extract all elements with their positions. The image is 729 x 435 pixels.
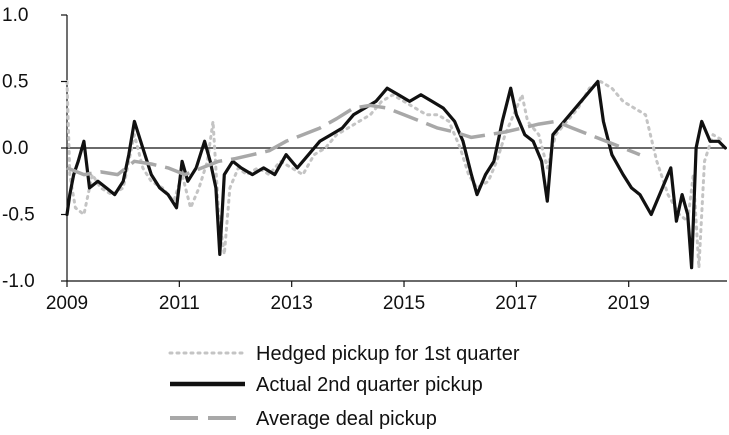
series-line-0 (65, 80, 726, 270)
x-tick-label: 2015 (383, 293, 425, 314)
legend: Hedged pickup for 1st quarter Actual 2nd… (168, 343, 520, 430)
legend-label-average: Average deal pickup (256, 408, 437, 430)
x-tick-label: 2019 (608, 293, 650, 314)
legend-item-actual: Actual 2nd quarter pickup (170, 374, 483, 396)
y-tick-label: 1.0 (2, 5, 28, 26)
series-line-2 (66, 103, 641, 177)
y-tick-label: 0.0 (2, 138, 28, 159)
x-tick-label: 2009 (46, 293, 88, 314)
x-tick-label: 2013 (271, 293, 313, 314)
legend-label-actual: Actual 2nd quarter pickup (256, 374, 483, 396)
x-tick-label: 2017 (495, 293, 537, 314)
y-tick-label: -0.5 (2, 205, 35, 226)
legend-item-hedged: Hedged pickup for 1st quarter (168, 343, 520, 365)
y-tick-label: 0.5 (2, 72, 28, 93)
series-line-1 (65, 79, 727, 270)
legend-item-average: Average deal pickup (170, 408, 437, 430)
x-tick-label: 2011 (159, 293, 200, 314)
legend-label-hedged: Hedged pickup for 1st quarter (256, 343, 520, 365)
series-layer (65, 79, 727, 270)
y-tick-label: -1.0 (2, 271, 35, 292)
tick-labels: 1.0 0.5 0.0 -0.5 -1.0 2009 2011 2013 2015 2017 201… (2, 5, 650, 314)
